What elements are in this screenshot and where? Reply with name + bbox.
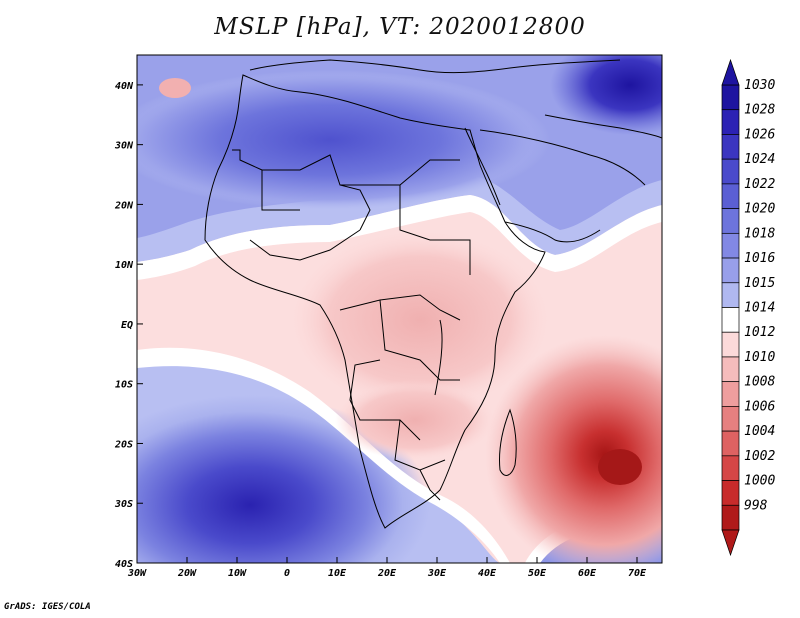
colorbar-swatch bbox=[721, 183, 740, 209]
colorbar-label: 1008 bbox=[744, 375, 775, 390]
lon-tick-label: 30E bbox=[427, 568, 447, 579]
colorbar-label: 1028 bbox=[744, 103, 775, 118]
colorbar-label: 1015 bbox=[744, 276, 775, 291]
colorbar-bottom-arrow bbox=[721, 529, 740, 557]
colorbar-swatch bbox=[721, 307, 740, 333]
colorbar-swatch bbox=[721, 158, 740, 185]
colorbar-swatch bbox=[721, 134, 740, 160]
map-title: MSLP [hPa], VT: 2020012800 bbox=[214, 14, 586, 40]
colorbar-label: 1022 bbox=[744, 177, 775, 192]
saharan-high bbox=[137, 70, 550, 210]
colorbar-swatch bbox=[721, 455, 740, 481]
lon-tick-label: 20E bbox=[377, 568, 397, 579]
lon-tick-label: 30W bbox=[127, 568, 147, 579]
colorbar-label: 1014 bbox=[744, 301, 775, 316]
colorbar-swatch bbox=[721, 84, 740, 111]
colorbar-label: 1010 bbox=[744, 350, 775, 365]
madagascar bbox=[499, 408, 517, 476]
pressure-field bbox=[137, 55, 662, 563]
colorbar-label: 1006 bbox=[744, 399, 775, 414]
colorbar-label: 1030 bbox=[744, 78, 775, 93]
central-asia-high bbox=[550, 55, 662, 135]
colorbar-label: 1000 bbox=[744, 474, 775, 489]
colorbar-swatch bbox=[721, 331, 740, 358]
colorbar-swatch bbox=[721, 232, 740, 259]
lat-tick-label: EQ bbox=[121, 320, 133, 331]
lat-tick-label: 10S bbox=[115, 380, 133, 391]
colorbar-label: 1004 bbox=[744, 424, 775, 439]
colorbar-swatch bbox=[721, 430, 740, 457]
africa-coastline bbox=[204, 74, 546, 529]
colorbar-swatch bbox=[721, 109, 740, 135]
colorbar-label: 1012 bbox=[744, 325, 775, 340]
colorbar-label: 1026 bbox=[744, 127, 775, 142]
colorbar-swatch bbox=[721, 381, 740, 407]
plot-frame bbox=[136, 54, 663, 564]
colorbar-label: 1016 bbox=[744, 251, 775, 266]
lon-tick-label: 20W bbox=[177, 568, 197, 579]
colorbar-label: 1020 bbox=[744, 202, 775, 217]
lon-tick-label: 50E bbox=[528, 568, 547, 579]
colorbar-swatch bbox=[721, 480, 740, 506]
lat-tick-label: 30N bbox=[114, 141, 134, 152]
colorbar-swatch bbox=[721, 504, 740, 531]
lat-tick-label: 30S bbox=[114, 499, 133, 510]
colorbar-swatch bbox=[721, 282, 740, 308]
colorbar-label: 998 bbox=[744, 498, 768, 513]
lat-tick-label: 10N bbox=[115, 260, 134, 271]
lat-tick-label: 20N bbox=[114, 200, 134, 211]
lon-tick-label: 60E bbox=[578, 568, 597, 579]
lat-tick-label: 20S bbox=[114, 439, 133, 450]
colorbar-swatch bbox=[721, 208, 740, 234]
colorbar-label: 1018 bbox=[744, 226, 775, 241]
colorbar-label: 1002 bbox=[744, 449, 775, 464]
lat-tick-label: 40S bbox=[115, 559, 133, 570]
colorbar-swatch bbox=[721, 257, 740, 284]
azores-small-low bbox=[159, 78, 191, 98]
lon-tick-label: 10E bbox=[328, 568, 347, 579]
lon-tick-label: 10W bbox=[228, 568, 247, 579]
colorbar-swatch bbox=[721, 406, 740, 432]
lon-tick-label: 0 bbox=[284, 568, 290, 579]
colorbar: 1030 1028 1026 1024 1022 1020 1018 1016 1015 1014… bbox=[721, 58, 775, 557]
lon-tick-label: 40E bbox=[478, 568, 497, 579]
lat-tick-label: 40N bbox=[115, 81, 134, 92]
lon-tick-label: 70E bbox=[628, 568, 647, 579]
mascarene-low bbox=[485, 335, 662, 563]
colorbar-swatch bbox=[721, 356, 740, 383]
coastlines bbox=[204, 59, 662, 529]
colorbar-label: 1024 bbox=[744, 152, 775, 167]
colorbar-top-arrow bbox=[721, 58, 740, 86]
arabian-coast bbox=[479, 129, 646, 186]
grads-credit: GrADS: IGES/COLA bbox=[4, 602, 91, 612]
